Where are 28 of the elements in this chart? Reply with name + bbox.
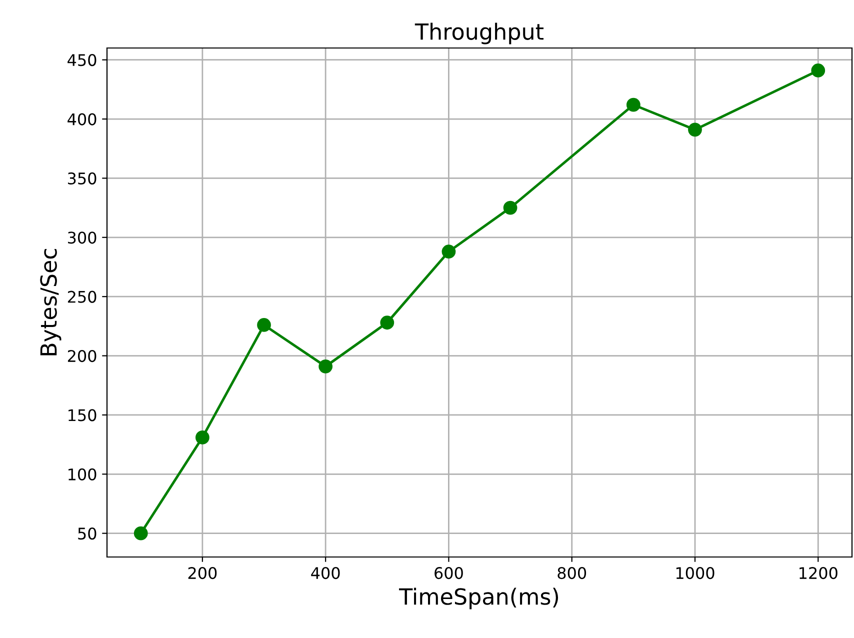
x-tick-label: 1200 [800,567,838,580]
point [257,318,271,332]
y-axis-title: Bytes/Sec [40,248,62,356]
y-tick-label: 200 [68,350,96,362]
point [811,64,826,78]
y-tick-label: 400 [68,113,96,126]
point [134,526,148,540]
point [195,430,210,444]
y-tick-label: 350 [68,172,96,185]
y-tick-label: 450 [68,54,96,66]
x-tick-label: 400 [311,567,340,580]
y-tick-label: 300 [68,232,96,244]
y-tick-label: 50 [78,528,96,540]
y-tick-label: 250 [68,290,96,303]
point [503,200,518,215]
y-tick-label: 150 [68,409,96,422]
point [688,122,702,137]
y-tick-label: 100 [68,468,96,480]
chart-title: Throughput [414,22,544,44]
point [442,244,456,259]
point [380,316,394,330]
x-tick-label: 200 [188,567,217,580]
point [318,359,333,374]
x-tick-label: 600 [434,567,463,580]
x-axis-title: TimeSpan(ms) [399,588,558,610]
x-tick-label: 800 [558,567,586,580]
x-tick-label: 1000 [676,567,714,580]
point [626,98,640,112]
